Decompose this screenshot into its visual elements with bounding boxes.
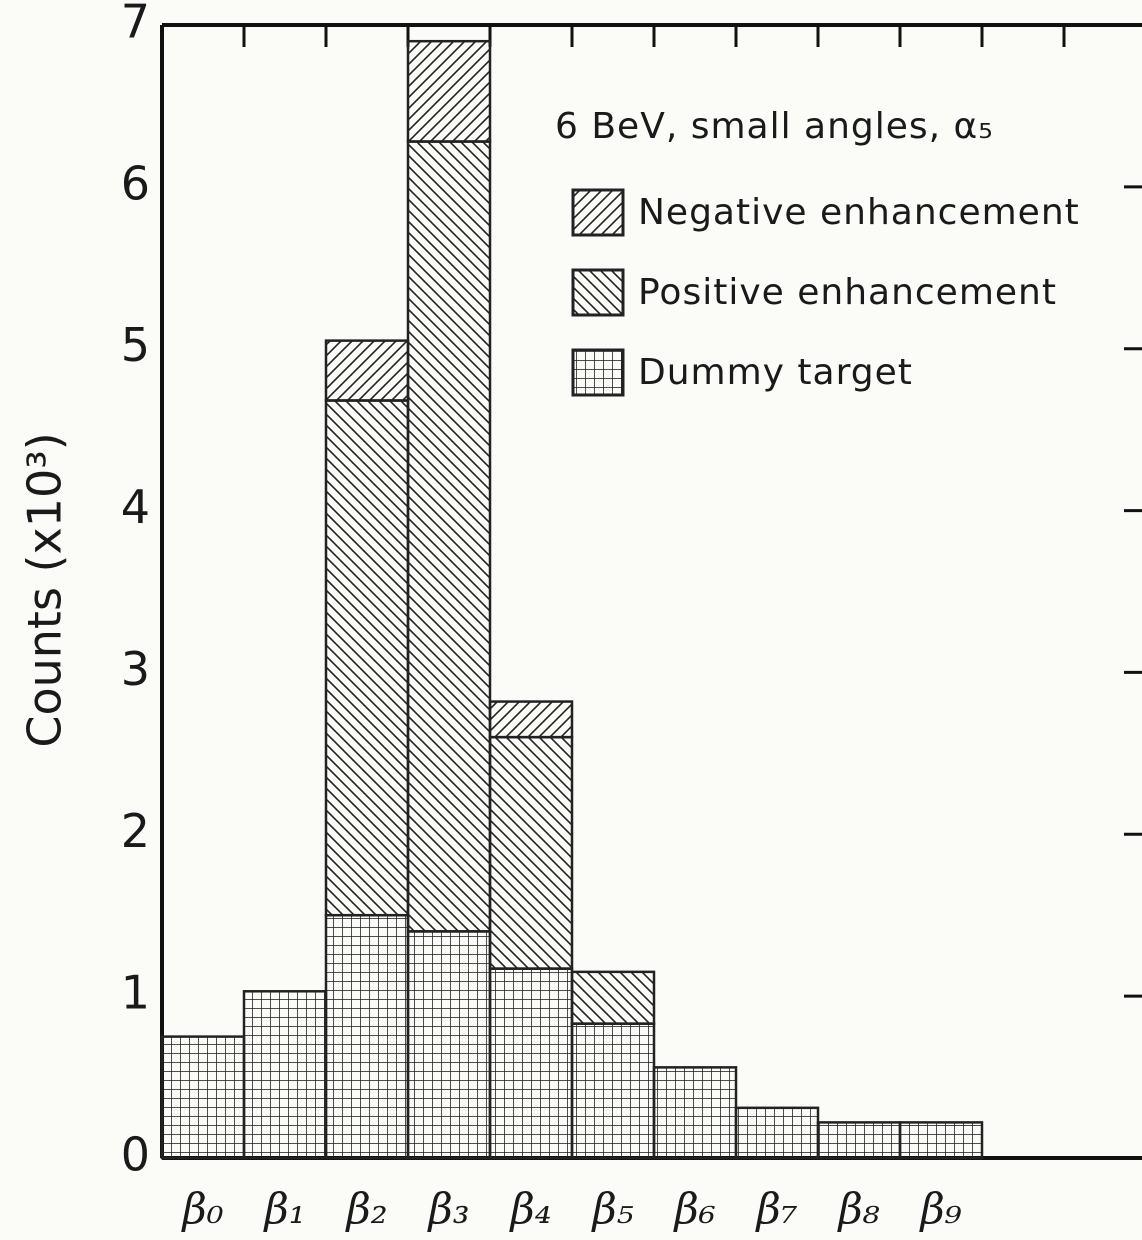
y-tick-label: 4 — [121, 480, 150, 534]
y-tick-label: 2 — [121, 804, 150, 858]
y-axis-label: Counts (x10³) — [18, 432, 72, 747]
bar-segment — [324, 399, 410, 917]
y-tick-label: 7 — [121, 0, 150, 49]
x-tick-label: β₅ — [590, 1184, 633, 1233]
legend-label: Positive enhancement — [638, 272, 1057, 313]
x-tick-label: β₀ — [180, 1184, 223, 1233]
x-tick-label: β₉ — [918, 1184, 961, 1233]
x-tick-label: β₈ — [836, 1184, 879, 1233]
legend-swatch — [571, 348, 625, 397]
bar-segment — [488, 700, 574, 739]
legend-label: Dummy target — [638, 352, 913, 393]
bar-segment — [160, 1035, 246, 1160]
bar-segment — [406, 930, 492, 1160]
legend-label: Negative enhancement — [638, 192, 1080, 233]
x-tick-label: β₂ — [344, 1184, 387, 1233]
legend-swatch — [571, 268, 625, 317]
y-tick-label: 1 — [121, 966, 150, 1020]
bar-segment — [406, 140, 492, 933]
bar-segment — [488, 967, 574, 1160]
bar-segment — [570, 1022, 656, 1160]
x-tick-label: β₄ — [508, 1184, 551, 1233]
bar-segment — [734, 1106, 820, 1160]
bar-segment — [816, 1121, 902, 1160]
legend-swatch — [571, 188, 625, 237]
y-tick-label: 3 — [121, 642, 150, 696]
y-tick-label: 6 — [121, 156, 150, 210]
bar-segment — [324, 339, 410, 402]
annotation: 6 BeV, small angles, α₅ — [555, 106, 994, 147]
bar-segment — [242, 990, 328, 1160]
x-tick-label: β₃ — [426, 1184, 469, 1233]
y-tick-label: 5 — [121, 318, 150, 372]
x-tick-label: β₁ — [262, 1184, 305, 1233]
bar-segment — [488, 735, 574, 970]
y-tick-label: 0 — [121, 1128, 150, 1182]
bar-segment — [652, 1066, 738, 1160]
bar-segment — [324, 913, 410, 1160]
x-tick-label: β₇ — [754, 1184, 797, 1233]
x-tick-label: β₆ — [672, 1184, 715, 1233]
bar-segment — [406, 39, 492, 143]
bar-segment — [898, 1121, 984, 1160]
bar-segment — [570, 970, 656, 1025]
